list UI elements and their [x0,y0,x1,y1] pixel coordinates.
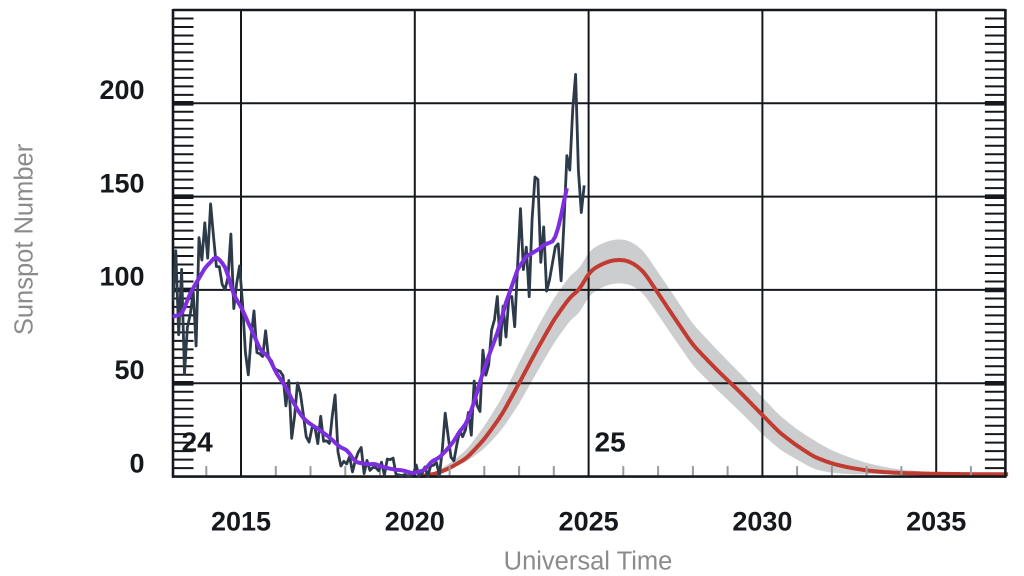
svg-text:50: 50 [114,355,144,385]
svg-text:2015: 2015 [211,507,271,537]
svg-text:2025: 2025 [559,507,619,537]
svg-text:100: 100 [99,262,144,292]
svg-text:Universal Time: Universal Time [504,548,673,576]
svg-text:25: 25 [595,427,626,458]
svg-text:200: 200 [99,75,144,105]
svg-text:Sunspot Number: Sunspot Number [10,143,38,335]
svg-text:150: 150 [99,168,144,198]
svg-text:24: 24 [182,427,214,458]
svg-text:2035: 2035 [906,507,966,537]
svg-text:2020: 2020 [385,507,445,537]
svg-text:2030: 2030 [732,507,792,537]
svg-text:0: 0 [129,448,144,478]
